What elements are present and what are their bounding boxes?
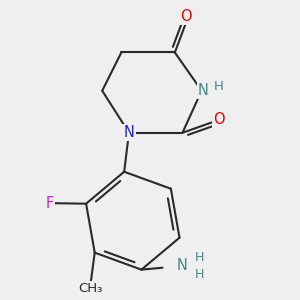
Text: CH₃: CH₃ (79, 283, 103, 296)
Text: H: H (195, 268, 204, 281)
Text: N: N (198, 83, 209, 98)
Text: H: H (195, 251, 204, 264)
Text: O: O (213, 112, 225, 127)
Text: N: N (176, 258, 187, 273)
Text: F: F (46, 196, 54, 211)
Text: O: O (181, 9, 192, 24)
Text: N: N (124, 125, 134, 140)
Text: H: H (214, 80, 224, 93)
